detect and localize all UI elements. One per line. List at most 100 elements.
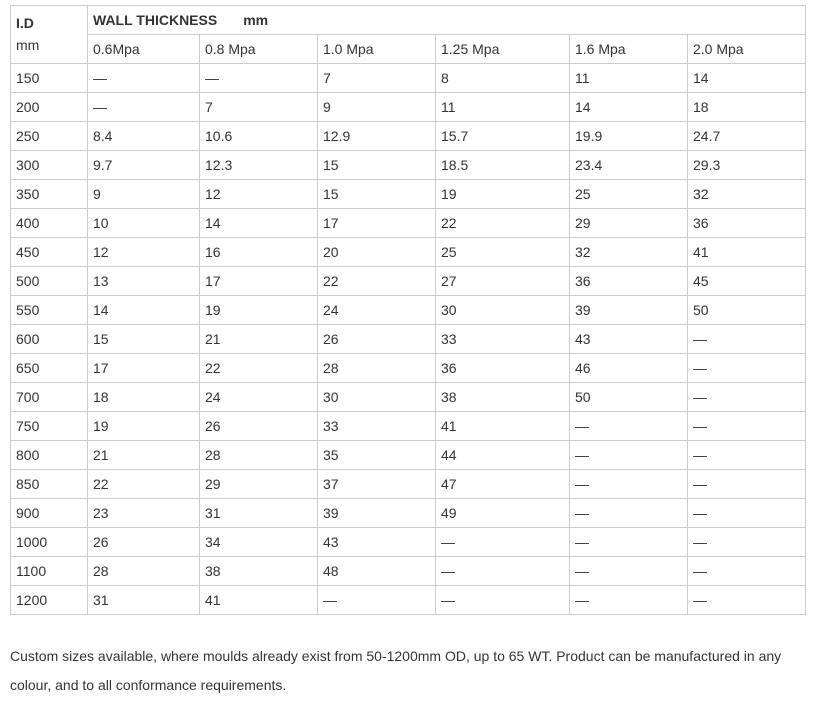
pressure-header: 1.25 Mpa — [435, 34, 570, 64]
id-cell: 300 — [10, 150, 88, 180]
thickness-cell: 28 — [87, 556, 200, 586]
thickness-cell: — — [687, 527, 806, 557]
thickness-cell: 13 — [87, 266, 200, 296]
id-cell: 400 — [10, 208, 88, 238]
thickness-cell: 38 — [199, 556, 318, 586]
table-row: 450 12 16 20 25 32 41 — [10, 237, 806, 267]
wall-thickness-table: I.D mm WALL THICKNESS mm 0.6Mpa 0.8 Mpa 1.0 … — [10, 5, 806, 615]
id-cell: 250 — [10, 121, 88, 151]
thickness-cell: 28 — [317, 353, 436, 383]
table-row: 1200 31 41— — — — — [10, 585, 806, 615]
table-row: 750 19 26 33 41— — — [10, 411, 806, 441]
thickness-cell: — — [687, 469, 806, 499]
thickness-cell: 24 — [317, 295, 436, 325]
thickness-cell: 15 — [317, 179, 436, 209]
thickness-cell: 48 — [317, 556, 436, 586]
thickness-cell: 45 — [687, 266, 806, 296]
thickness-cell: 19 — [87, 411, 200, 441]
thickness-cell: 21 — [87, 440, 200, 470]
table-row: 650 17 22 28 36 46— — [10, 353, 806, 383]
id-cell: 450 — [10, 237, 88, 267]
id-label: I.D — [16, 15, 34, 31]
table-row: 850 22 29 37 47— — — [10, 469, 806, 499]
thickness-cell: 14 — [87, 295, 200, 325]
thickness-cell: 30 — [317, 382, 436, 412]
id-cell: 500 — [10, 266, 88, 296]
id-cell: 1200 — [10, 585, 88, 615]
thickness-cell: — — [569, 440, 688, 470]
custom-sizes-note: Custom sizes available, where moulds alr… — [10, 648, 782, 693]
table-row: 250 8.4 10.6 12.9 15.7 19.9 24.7 — [10, 121, 806, 151]
thickness-cell: 24.7 — [687, 121, 806, 151]
thickness-cell: 10.6 — [199, 121, 318, 151]
thickness-cell: — — [687, 585, 806, 615]
id-cell: 150 — [10, 63, 88, 93]
id-unit: mm — [16, 37, 40, 53]
thickness-cell: 18 — [87, 382, 200, 412]
thickness-cell: 29.3 — [687, 150, 806, 180]
thickness-cell: 41 — [199, 585, 318, 615]
thickness-cell: 27 — [435, 266, 570, 296]
id-cell: 550 — [10, 295, 88, 325]
thickness-cell: 17 — [199, 266, 318, 296]
id-cell: 1000 — [10, 527, 88, 557]
thickness-cell: — — [317, 585, 436, 615]
thickness-cell: 8.4 — [87, 121, 200, 151]
thickness-cell: 50 — [687, 295, 806, 325]
thickness-cell: — — [569, 585, 688, 615]
thickness-cell: 39 — [569, 295, 688, 325]
thickness-cell: — — [435, 556, 570, 586]
thickness-cell: — — [569, 469, 688, 499]
thickness-cell: 43 — [569, 324, 688, 354]
thickness-cell: 36 — [435, 353, 570, 383]
thickness-cell: 25 — [569, 179, 688, 209]
thickness-cell: — — [569, 411, 688, 441]
id-cell: 1100 — [10, 556, 88, 586]
thickness-cell: — — [687, 382, 806, 412]
thickness-cell: 17 — [317, 208, 436, 238]
thickness-cell: 12.3 — [199, 150, 318, 180]
table-row: 600 15 21 26 33 43— — [10, 324, 806, 354]
thickness-cell: 33 — [317, 411, 436, 441]
thickness-cell: — — [687, 324, 806, 354]
thickness-cell: 23.4 — [569, 150, 688, 180]
thickness-cell: 22 — [199, 353, 318, 383]
thickness-cell: 47 — [435, 469, 570, 499]
thickness-cell: — — [87, 92, 200, 122]
table-row: 400 10 14 17 22 29 36 — [10, 208, 806, 238]
thickness-cell: — — [569, 556, 688, 586]
id-header: I.D mm — [10, 5, 88, 64]
thickness-cell: — — [569, 498, 688, 528]
thickness-cell: 10 — [87, 208, 200, 238]
table-row: 1000 26 34 43— — — — [10, 527, 806, 557]
thickness-cell: 15.7 — [435, 121, 570, 151]
thickness-cell: 46 — [569, 353, 688, 383]
thickness-cell: 39 — [317, 498, 436, 528]
thickness-cell: 26 — [199, 411, 318, 441]
thickness-cell: 20 — [317, 237, 436, 267]
thickness-cell: 34 — [199, 527, 318, 557]
table-row: 500 13 17 22 27 36 45 — [10, 266, 806, 296]
thickness-cell: 29 — [199, 469, 318, 499]
wall-thickness-unit: mm — [243, 12, 269, 28]
id-cell: 350 — [10, 179, 88, 209]
thickness-cell: 21 — [199, 324, 318, 354]
thickness-cell: 26 — [317, 324, 436, 354]
thickness-cell: 37 — [317, 469, 436, 499]
thickness-cell: 12 — [199, 179, 318, 209]
thickness-cell: 12 — [87, 237, 200, 267]
thickness-cell: 18.5 — [435, 150, 570, 180]
thickness-cell: 9.7 — [87, 150, 200, 180]
pressure-header: 0.8 Mpa — [199, 34, 318, 64]
thickness-cell: 31 — [87, 585, 200, 615]
id-cell: 750 — [10, 411, 88, 441]
id-cell: 600 — [10, 324, 88, 354]
table-row: 700 18 24 30 38 50— — [10, 382, 806, 412]
thickness-cell: 22 — [435, 208, 570, 238]
thickness-cell: 24 — [199, 382, 318, 412]
table-row: 800 21 28 35 44— — — [10, 440, 806, 470]
table-row: 1100 28 38 48— — — — [10, 556, 806, 586]
pressure-header: 2.0 Mpa — [687, 34, 806, 64]
table-row: 550 14 19 24 30 39 50 — [10, 295, 806, 325]
thickness-cell: 36 — [687, 208, 806, 238]
